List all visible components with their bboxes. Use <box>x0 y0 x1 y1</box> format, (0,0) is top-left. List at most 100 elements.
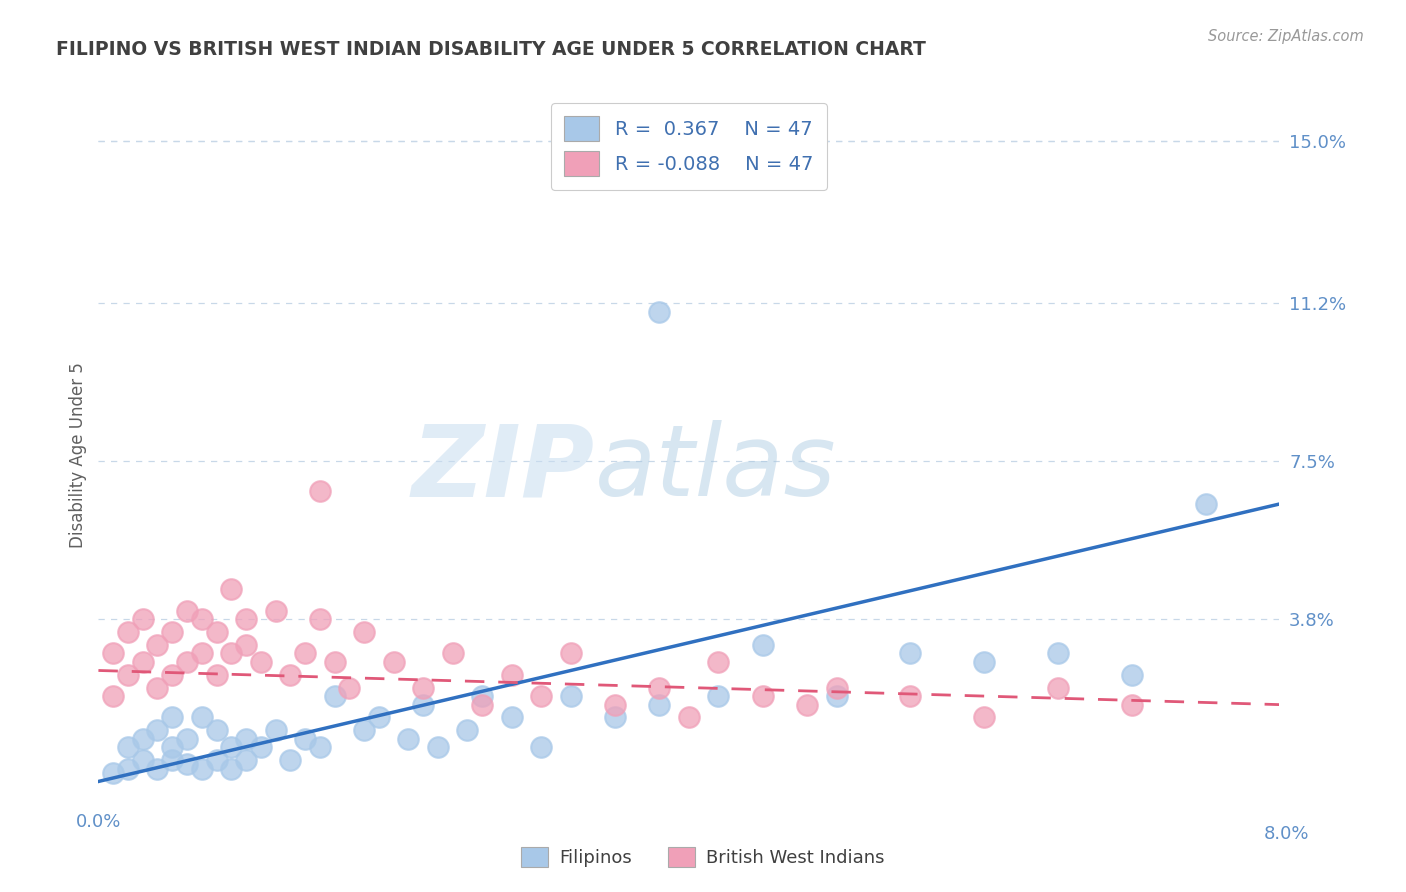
Point <box>501 667 523 681</box>
Point <box>648 305 671 319</box>
Point <box>367 710 389 724</box>
Point <box>219 740 242 755</box>
Point <box>191 762 214 776</box>
Point <box>323 689 346 703</box>
Point <box>235 638 257 652</box>
Point <box>353 625 375 640</box>
Legend: Filipinos, British West Indians: Filipinos, British West Indians <box>515 839 891 874</box>
Point <box>235 753 257 767</box>
Point <box>605 710 627 724</box>
Point <box>264 723 287 738</box>
Point <box>353 723 375 738</box>
Point <box>176 604 198 618</box>
Point <box>176 655 198 669</box>
Point <box>707 655 730 669</box>
Point <box>308 740 332 755</box>
Point <box>471 689 494 703</box>
Point <box>191 710 214 724</box>
Point <box>530 689 553 703</box>
Point <box>205 625 228 640</box>
Point <box>235 731 257 746</box>
Point <box>382 655 405 669</box>
Point <box>103 689 125 703</box>
Point <box>117 625 139 640</box>
Point <box>471 698 494 712</box>
Point <box>103 766 125 780</box>
Point <box>412 698 434 712</box>
Point <box>1121 667 1143 681</box>
Point <box>278 753 302 767</box>
Point <box>796 698 818 712</box>
Point <box>205 753 228 767</box>
Point <box>900 689 922 703</box>
Point <box>501 710 523 724</box>
Point <box>707 689 730 703</box>
Point <box>308 484 332 499</box>
Point <box>1194 497 1216 511</box>
Text: 8.0%: 8.0% <box>1264 825 1309 843</box>
Point <box>146 681 169 695</box>
Point <box>412 681 434 695</box>
Point <box>162 625 183 640</box>
Point <box>162 710 183 724</box>
Point <box>441 647 464 661</box>
Text: FILIPINO VS BRITISH WEST INDIAN DISABILITY AGE UNDER 5 CORRELATION CHART: FILIPINO VS BRITISH WEST INDIAN DISABILI… <box>56 40 927 59</box>
Point <box>560 689 582 703</box>
Point <box>294 647 316 661</box>
Point <box>219 762 242 776</box>
Point <box>191 612 214 626</box>
Point <box>426 740 449 755</box>
Point <box>337 681 360 695</box>
Text: Source: ZipAtlas.com: Source: ZipAtlas.com <box>1208 29 1364 44</box>
Text: atlas: atlas <box>595 420 837 517</box>
Point <box>176 757 198 772</box>
Point <box>250 655 273 669</box>
Text: ZIP: ZIP <box>412 420 595 517</box>
Point <box>146 638 169 652</box>
Point <box>117 667 139 681</box>
Point <box>191 647 214 661</box>
Point <box>825 681 848 695</box>
Point <box>1046 647 1069 661</box>
Point <box>278 667 302 681</box>
Point <box>132 731 155 746</box>
Point <box>648 681 671 695</box>
Y-axis label: Disability Age Under 5: Disability Age Under 5 <box>69 362 87 548</box>
Point <box>900 647 922 661</box>
Point <box>162 667 183 681</box>
Point <box>605 698 627 712</box>
Point <box>264 604 287 618</box>
Point <box>205 723 228 738</box>
Point <box>117 762 139 776</box>
Point <box>1121 698 1143 712</box>
Point <box>308 612 332 626</box>
Point <box>219 647 242 661</box>
Point <box>456 723 478 738</box>
Point <box>250 740 273 755</box>
Point <box>560 647 582 661</box>
Point <box>132 612 155 626</box>
Point <box>751 689 773 703</box>
Point <box>132 655 155 669</box>
Point <box>973 710 995 724</box>
Point <box>205 667 228 681</box>
Point <box>103 647 125 661</box>
Point <box>176 731 198 746</box>
Point <box>751 638 773 652</box>
Point <box>132 753 155 767</box>
Point <box>162 740 183 755</box>
Point <box>530 740 553 755</box>
Point <box>1046 681 1069 695</box>
Point <box>117 740 139 755</box>
Point <box>973 655 995 669</box>
Point <box>396 731 419 746</box>
Point <box>825 689 848 703</box>
Point <box>219 582 242 597</box>
Point <box>294 731 316 746</box>
Point <box>146 723 169 738</box>
Point <box>146 762 169 776</box>
Point <box>235 612 257 626</box>
Point <box>678 710 700 724</box>
Legend: R =  0.367    N = 47, R = -0.088    N = 47: R = 0.367 N = 47, R = -0.088 N = 47 <box>551 103 827 190</box>
Point <box>162 753 183 767</box>
